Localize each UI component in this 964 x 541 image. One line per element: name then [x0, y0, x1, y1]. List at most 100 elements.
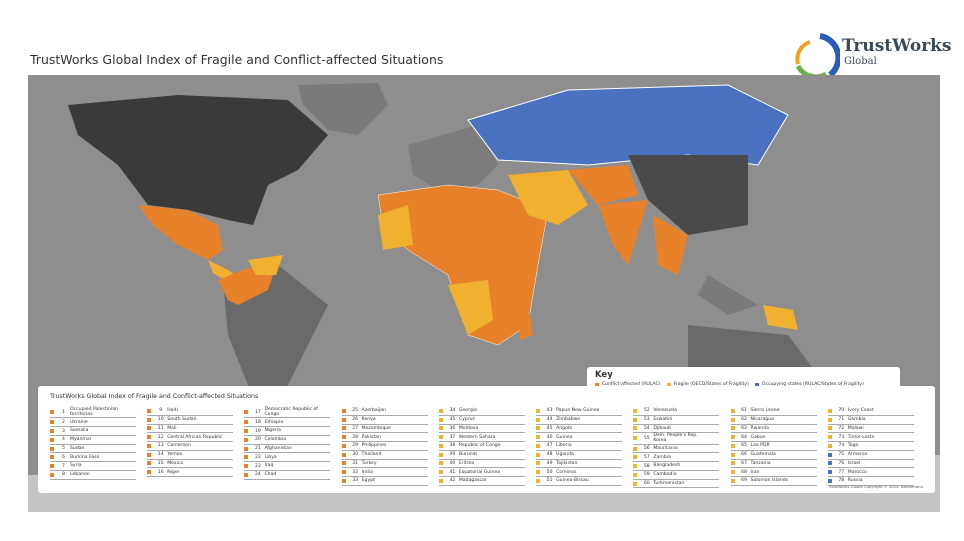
- entry-number: 17: [255, 409, 261, 415]
- entry-swatch: [50, 437, 54, 442]
- index-entry: 40 Eritrea: [438, 460, 525, 469]
- entry-swatch: [147, 435, 152, 440]
- index-column: 34 Georgia 35 Cyprus 36 Moldova 37 Western Saha…: [438, 407, 534, 488]
- entry-swatch: [341, 461, 346, 466]
- logo-arc: [795, 40, 811, 65]
- index-entry: 29 Philippines: [341, 442, 428, 451]
- entry-name: Afghanistan: [264, 445, 292, 451]
- entry-number: 77: [838, 469, 845, 475]
- entry-number: 12: [157, 434, 164, 440]
- entry-swatch: [341, 435, 346, 440]
- index-entry: 74 Togo: [827, 442, 914, 451]
- index-entry: 61 Sierra Leone: [730, 407, 817, 416]
- entry-number: 8: [62, 472, 65, 478]
- entry-swatch: [730, 470, 735, 475]
- middle-east: [508, 170, 588, 225]
- entry-name: Ukraine: [70, 419, 88, 425]
- entry-name: Armenia: [847, 452, 868, 458]
- entry-swatch: [633, 426, 638, 431]
- entry-name: Ivory Coast: [847, 408, 874, 414]
- index-entry: 6 Burkina Faso: [50, 453, 136, 463]
- entry-swatch: [244, 464, 249, 469]
- index-entry: 24 Chad: [244, 471, 331, 480]
- entry-number: 31: [352, 460, 359, 466]
- entry-name: Western Sahara: [458, 434, 496, 440]
- entry-name: Djibouti: [653, 425, 672, 431]
- entry-swatch: [147, 417, 152, 422]
- entry-number: 22: [255, 454, 261, 460]
- entry-number: 73: [838, 434, 845, 440]
- panel-title: TrustWorks Global Index of Fragile and C…: [50, 393, 259, 400]
- entry-number: 38: [449, 443, 456, 449]
- west-africa: [378, 205, 413, 250]
- index-entry: 49 Tajikistan: [536, 460, 623, 469]
- index-entry: 30 Thailand: [341, 451, 428, 460]
- entry-number: 65: [741, 443, 747, 449]
- entry-number: 16: [157, 469, 164, 475]
- entry-swatch: [536, 426, 541, 431]
- index-entry: 19 Nigeria: [244, 427, 331, 436]
- entry-swatch: [827, 452, 832, 457]
- key-item: Fragile (OECD/States of Fragility): [666, 382, 749, 387]
- entry-name: Cyprus: [458, 417, 475, 423]
- entry-number: 6: [62, 454, 65, 460]
- entry-swatch: [827, 461, 832, 466]
- index-entry: 31 Turkey: [341, 460, 428, 469]
- entry-number: 4: [62, 437, 65, 443]
- index-entry: 53 Eswatini: [633, 416, 720, 425]
- entry-number: 30: [352, 452, 359, 458]
- entry-number: 15: [157, 460, 164, 466]
- entry-name: Tanzania: [750, 460, 771, 466]
- index-entry: 36 Moldova: [438, 425, 525, 434]
- index-entry: 23 Iraq: [244, 462, 331, 471]
- index-entry: 45 Angola: [536, 425, 623, 434]
- entry-swatch: [438, 408, 443, 413]
- entry-name: Cambodia: [653, 472, 677, 478]
- key-label: Occupying states (RULAC/States of Fragil…: [761, 382, 864, 387]
- entry-name: Libya: [264, 454, 277, 460]
- entry-number: 34: [449, 408, 456, 414]
- venezuela: [248, 255, 283, 275]
- entry-number: 40: [449, 460, 456, 466]
- entry-swatch: [50, 446, 54, 451]
- entry-number: 68: [741, 469, 747, 475]
- entry-name: South Sudan: [167, 417, 197, 423]
- entry-swatch: [633, 446, 638, 451]
- entry-name: Dem. People's Rep. Korea: [653, 433, 698, 444]
- entry-number: 9: [159, 408, 163, 414]
- index-entry: 14 Yemen: [147, 451, 234, 460]
- page-title: TrustWorks Global Index of Fragile and C…: [30, 52, 444, 67]
- entry-name: Cameroon: [167, 443, 191, 449]
- index-entry: 17 Democratic Republic of Congo: [244, 407, 331, 419]
- key-label: Fragile (OECD/States of Fragility): [673, 382, 749, 387]
- index-entry: 25 Azerbaijan: [341, 407, 428, 416]
- index-entry: 51 Guinea-Bissau: [536, 477, 623, 486]
- southeast-asia: [653, 215, 688, 275]
- papua-new-guinea: [763, 305, 798, 330]
- index-entry: 28 Pakistan: [341, 433, 428, 442]
- entry-swatch: [827, 470, 832, 475]
- entry-name: Rwanda: [750, 425, 769, 431]
- entry-swatch: [633, 481, 638, 486]
- entry-swatch: [244, 420, 249, 425]
- entry-name: Chad: [264, 472, 277, 478]
- entry-number: 41: [449, 469, 456, 475]
- entry-name: Liberia: [556, 443, 572, 449]
- index-entry: 41 Equatorial Guinea: [438, 468, 525, 477]
- index-entry: 67 Tanzania: [730, 460, 817, 469]
- index-entry: 37 Western Sahara: [438, 433, 525, 442]
- entry-swatch: [244, 446, 249, 451]
- entry-swatch: [147, 408, 152, 413]
- index-entry: 5 Sudan: [50, 445, 136, 454]
- entry-swatch: [536, 417, 541, 422]
- entry-number: 71: [838, 417, 845, 423]
- entry-swatch: [633, 408, 638, 413]
- entry-name: Angola: [556, 425, 572, 431]
- entry-swatch: [50, 429, 54, 434]
- entry-swatch: [341, 443, 346, 448]
- entry-name: Lao PDR: [750, 443, 770, 449]
- entry-name: Occupied Palestinian territories: [70, 407, 118, 418]
- entry-swatch: [438, 470, 443, 475]
- entry-swatch: [730, 408, 735, 413]
- entry-name: Kenya: [361, 417, 376, 423]
